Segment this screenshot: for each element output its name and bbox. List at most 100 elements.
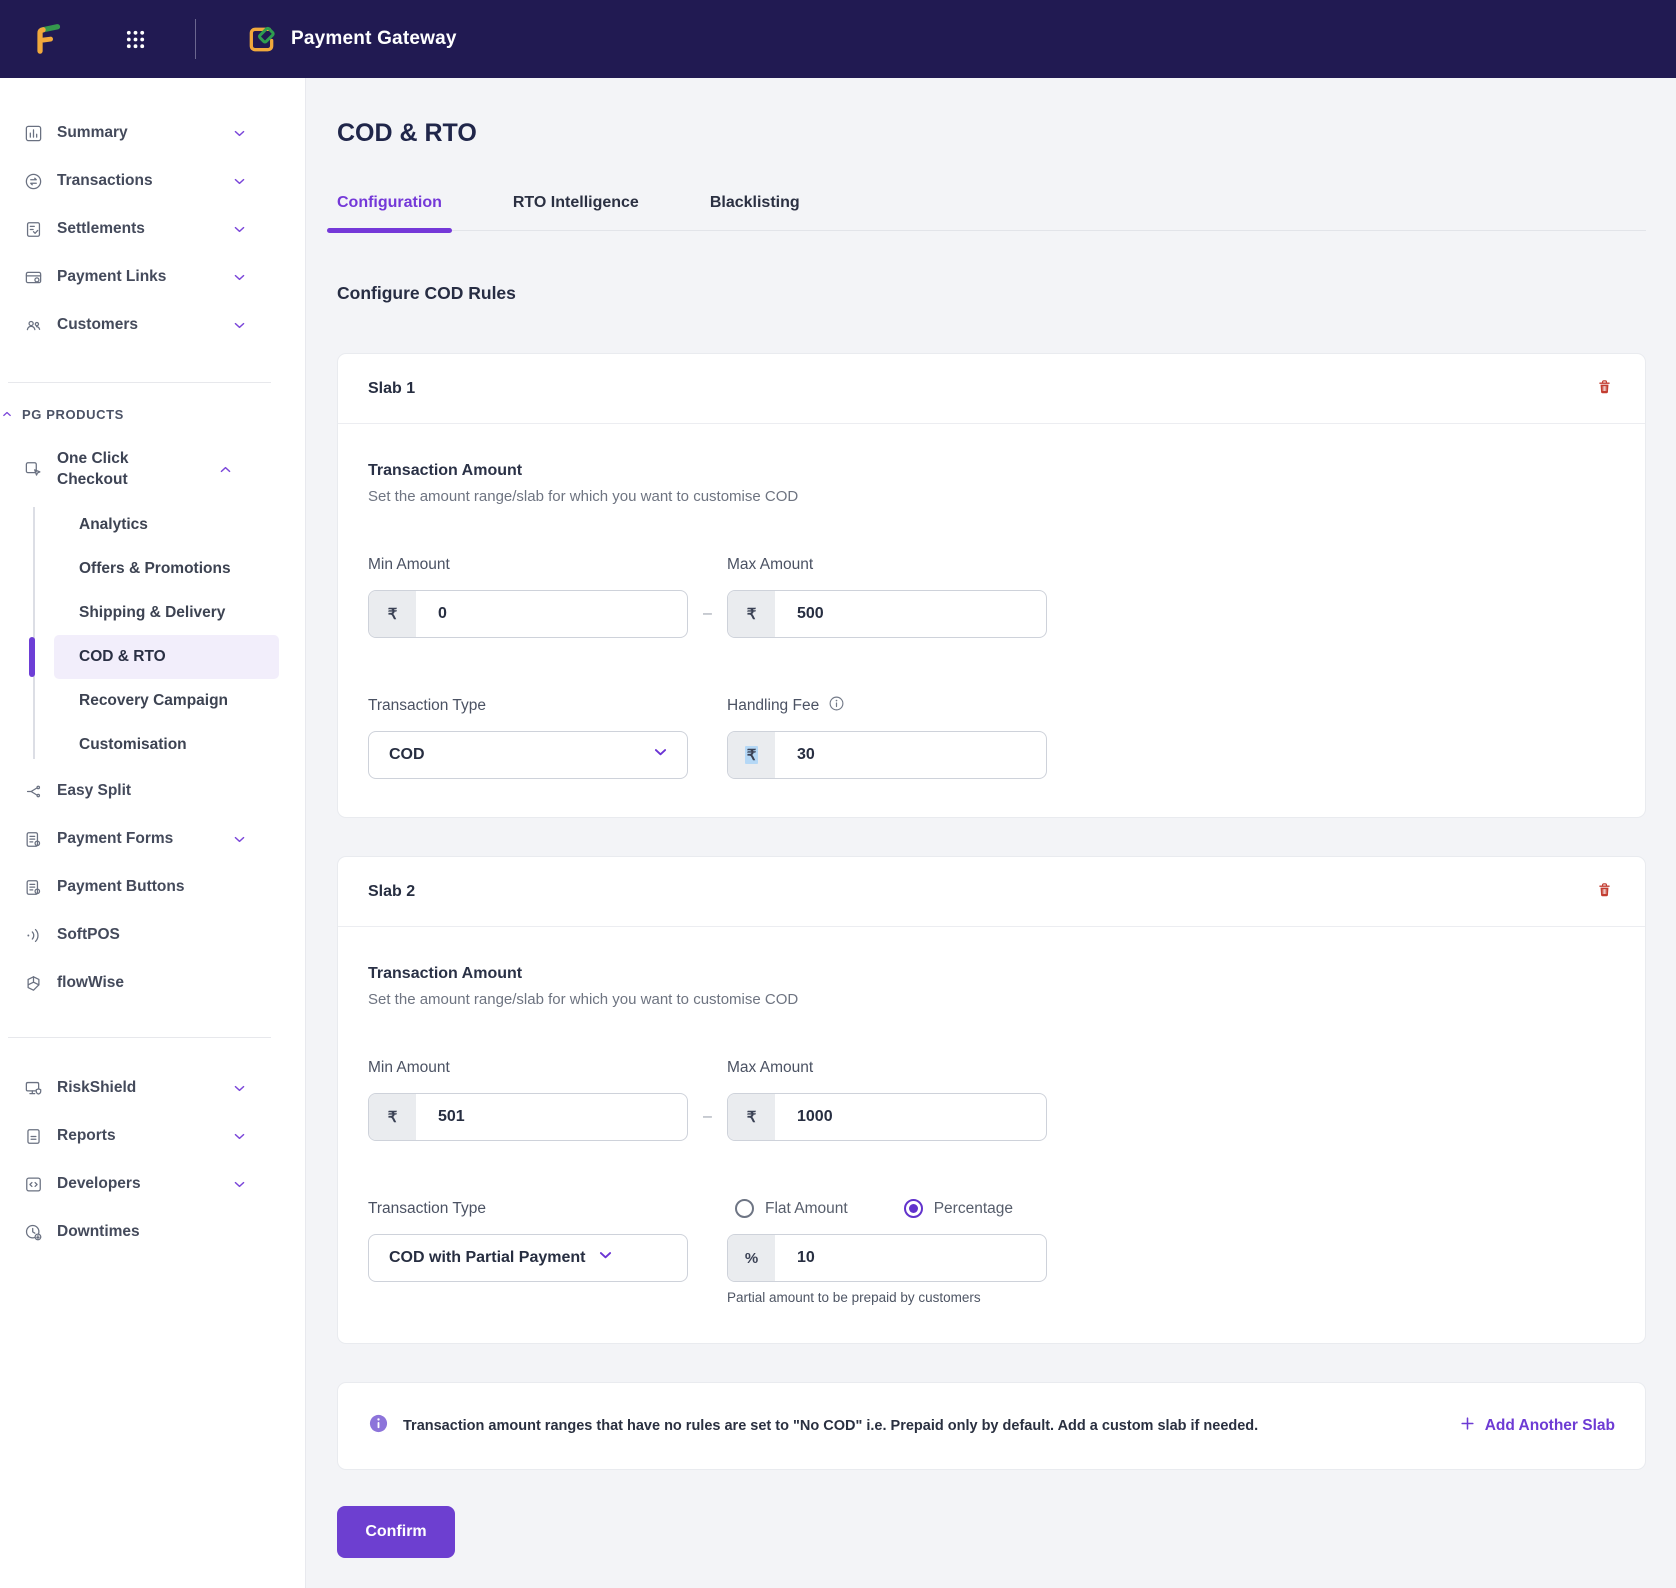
settlements-icon (24, 220, 44, 239)
flowwise-icon (24, 974, 44, 993)
chart-icon (24, 124, 44, 143)
payment-form-icon (24, 830, 44, 849)
slab-1-transaction-type-select[interactable]: COD (368, 731, 688, 779)
sidebar-item-analytics[interactable]: Analytics (79, 516, 148, 533)
delete-slab-1-button[interactable] (1594, 376, 1615, 401)
chevron-down-icon (232, 1081, 247, 1096)
sidebar-item-one-click-checkout[interactable]: One Click Checkout (0, 437, 305, 501)
trash-icon (1596, 378, 1613, 399)
sidebar-section-pg-products[interactable]: PG PRODUCTS (0, 403, 305, 425)
slab-1-header: Slab 1 (338, 354, 1645, 424)
sidebar-item-customisation[interactable]: Customisation (79, 736, 187, 753)
sidebar-item-softpos[interactable]: SoftPOS (0, 911, 305, 959)
slab-title: Slab 2 (368, 882, 416, 900)
percent-prefix: % (728, 1235, 775, 1281)
transaction-amount-description: Set the amount range/slab for which you … (368, 991, 799, 1008)
developers-icon (24, 1175, 44, 1194)
percentage-helper-text: Partial amount to be prepaid by customer… (727, 1290, 981, 1305)
slab-1-card: Slab 1 Transaction Amount Set the amount… (337, 353, 1646, 818)
reports-icon (24, 1127, 44, 1146)
downtimes-icon (24, 1223, 44, 1242)
payment-button-icon (24, 878, 44, 897)
slab-1-handling-fee-input[interactable] (775, 746, 1046, 764)
slab-2-transaction-type-select[interactable]: COD with Partial Payment (368, 1234, 688, 1282)
top-navbar: Payment Gateway (0, 0, 1676, 78)
sidebar-item-transactions[interactable]: Transactions (0, 157, 305, 205)
info-bar: Transaction amount ranges that have no r… (337, 1382, 1646, 1470)
sidebar-item-cod-rto[interactable]: COD & RTO (29, 635, 279, 679)
amount-range-row: Min Amount ₹ – Max Amount ₹ (368, 1058, 1615, 1141)
type-fee-row: Transaction Type COD with Partial Paymen… (368, 1199, 1615, 1305)
sidebar-item-recovery-campaign[interactable]: Recovery Campaign (79, 692, 229, 709)
rupee-prefix: ₹ (369, 591, 416, 637)
brand-f-logo[interactable] (30, 20, 68, 58)
chevron-up-icon (1, 407, 13, 425)
tab-bar: Configuration RTO Intelligence Blacklist… (327, 194, 1646, 233)
radio-circle (903, 1199, 923, 1218)
main-content: COD & RTO Configuration RTO Intelligence… (306, 78, 1676, 1588)
sidebar-item-payment-forms[interactable]: Payment Forms (0, 815, 305, 863)
riskshield-icon (24, 1079, 44, 1098)
slab-2-header: Slab 2 (338, 857, 1645, 927)
info-icon[interactable] (828, 695, 845, 717)
one-click-checkout-subnav: Analytics Offers & Promotions Shipping &… (29, 503, 305, 767)
tab-blacklisting[interactable]: Blacklisting (709, 194, 800, 211)
one-click-checkout-icon (24, 460, 44, 479)
min-amount-label: Min Amount (368, 555, 450, 573)
sidebar-item-flowwise[interactable]: flowWise (0, 959, 305, 1007)
sidebar-item-settlements[interactable]: Settlements (0, 205, 305, 253)
sidebar-item-easy-split[interactable]: Easy Split (0, 767, 305, 815)
slab-2-body: Transaction Amount Set the amount range/… (338, 927, 1645, 1343)
tab-rto-intelligence[interactable]: RTO Intelligence (512, 194, 639, 211)
slab-2-max-amount-input[interactable] (775, 1108, 1046, 1126)
confirm-button[interactable]: Confirm (337, 1506, 455, 1558)
slab-1-max-amount-input[interactable] (775, 605, 1046, 623)
sidebar-item-offers-promotions[interactable]: Offers & Promotions (79, 560, 231, 577)
slab-1-min-amount-input[interactable] (416, 605, 687, 623)
tab-configuration[interactable]: Configuration (327, 194, 452, 233)
radio-percentage[interactable]: Percentage (903, 1199, 1013, 1218)
sidebar-item-shipping-delivery[interactable]: Shipping & Delivery (79, 604, 226, 621)
apps-grid-icon[interactable] (124, 28, 147, 51)
rupee-prefix-selected: ₹ (728, 732, 775, 778)
sidebar-item-customers[interactable]: Customers (0, 301, 305, 349)
handling-fee-label: Handling Fee (727, 696, 1047, 715)
range-separator: – (703, 1108, 712, 1125)
page-title: COD & RTO (337, 119, 477, 147)
plus-icon (1459, 1415, 1476, 1437)
sidebar-item-summary[interactable]: Summary (0, 109, 305, 157)
split-icon (24, 782, 44, 801)
sidebar-item-downtimes[interactable]: Downtimes (0, 1208, 305, 1256)
slab-1-handling-fee-field: ₹ (727, 731, 1047, 779)
fee-mode-radio-group: Flat Amount Percentage (727, 1199, 1047, 1218)
min-amount-label: Min Amount (368, 1058, 450, 1076)
slab-1-max-amount-field: ₹ (727, 590, 1047, 638)
sidebar-item-reports[interactable]: Reports (0, 1112, 305, 1160)
chevron-down-icon (232, 174, 247, 189)
radio-flat-amount[interactable]: Flat Amount (735, 1199, 848, 1218)
sidebar-item-payment-buttons[interactable]: Payment Buttons (0, 863, 305, 911)
slab-2-max-amount-field: ₹ (727, 1093, 1047, 1141)
chevron-down-icon (232, 270, 247, 285)
payment-links-icon (24, 268, 44, 287)
sidebar-item-riskshield[interactable]: RiskShield (0, 1064, 305, 1112)
slab-2-min-amount-field: ₹ (368, 1093, 688, 1141)
chevron-down-icon (232, 832, 247, 847)
add-another-slab-button[interactable]: Add Another Slab (1459, 1415, 1615, 1437)
info-filled-icon (368, 1413, 389, 1439)
range-separator: – (703, 605, 712, 622)
slab-2-percentage-input[interactable] (775, 1249, 1046, 1267)
softpos-icon (24, 926, 44, 945)
customers-icon (24, 316, 44, 335)
chevron-down-icon (232, 318, 247, 333)
transactions-icon (24, 172, 44, 191)
chevron-down-icon (232, 1177, 247, 1192)
delete-slab-2-button[interactable] (1594, 879, 1615, 904)
sidebar-item-payment-links[interactable]: Payment Links (0, 253, 305, 301)
sidebar-divider (8, 382, 271, 383)
sidebar: Summary Transactions Settlements Payment… (0, 78, 306, 1588)
slab-2-min-amount-input[interactable] (416, 1108, 687, 1126)
sidebar-item-developers[interactable]: Developers (0, 1160, 305, 1208)
transaction-type-label: Transaction Type (368, 1199, 487, 1217)
slab-1-min-amount-field: ₹ (368, 590, 688, 638)
